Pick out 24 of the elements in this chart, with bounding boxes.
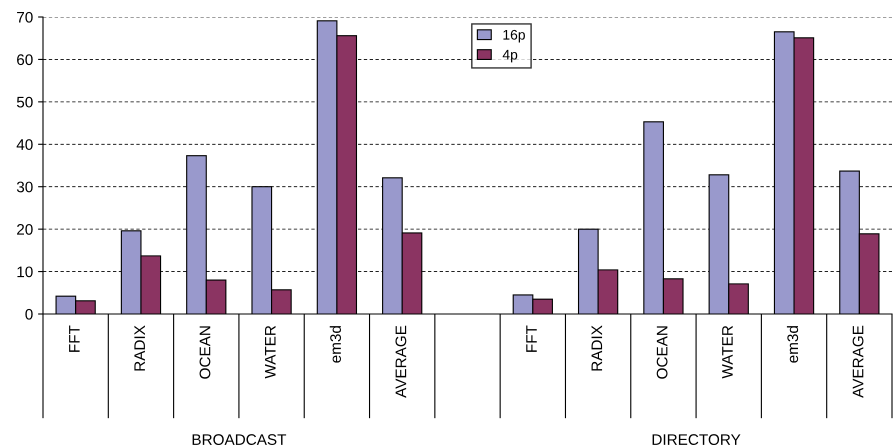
x-tick-label: OCEAN [200, 326, 210, 379]
y-tick-label: 30 [16, 182, 33, 192]
x-tick-label: OCEAN [656, 326, 668, 379]
x-tick-label: RADIX [592, 325, 602, 371]
y-tick-label: 10 [17, 266, 33, 278]
y-tick-label: 70 [17, 12, 33, 23]
text: BROADCAST [192, 434, 286, 445]
x-tick-label: em3d [786, 326, 798, 363]
x-tick-label: FFT [69, 325, 80, 352]
x-tick-label: RADIX [134, 325, 145, 371]
y-tick-label: 20 [17, 224, 33, 235]
x-tick-label: WATER [265, 326, 276, 379]
legend-label: 16p [503, 30, 525, 42]
x-tick-label: AVERAGE [395, 326, 406, 398]
y-tick-label: 60 [17, 54, 33, 66]
x-tick-label: AVERAGE [852, 326, 864, 398]
y-tick-label: 50 [16, 96, 33, 108]
y-tick-label: 40 [16, 139, 33, 150]
x-tick-label: em3d [330, 326, 341, 363]
x-tick-label: FFT [526, 325, 537, 352]
text: DIRECTORY [652, 434, 740, 445]
y-tick-label: 0 [25, 308, 33, 320]
legend-label: 4p [502, 50, 518, 62]
x-tick-label: WATER [722, 326, 733, 379]
